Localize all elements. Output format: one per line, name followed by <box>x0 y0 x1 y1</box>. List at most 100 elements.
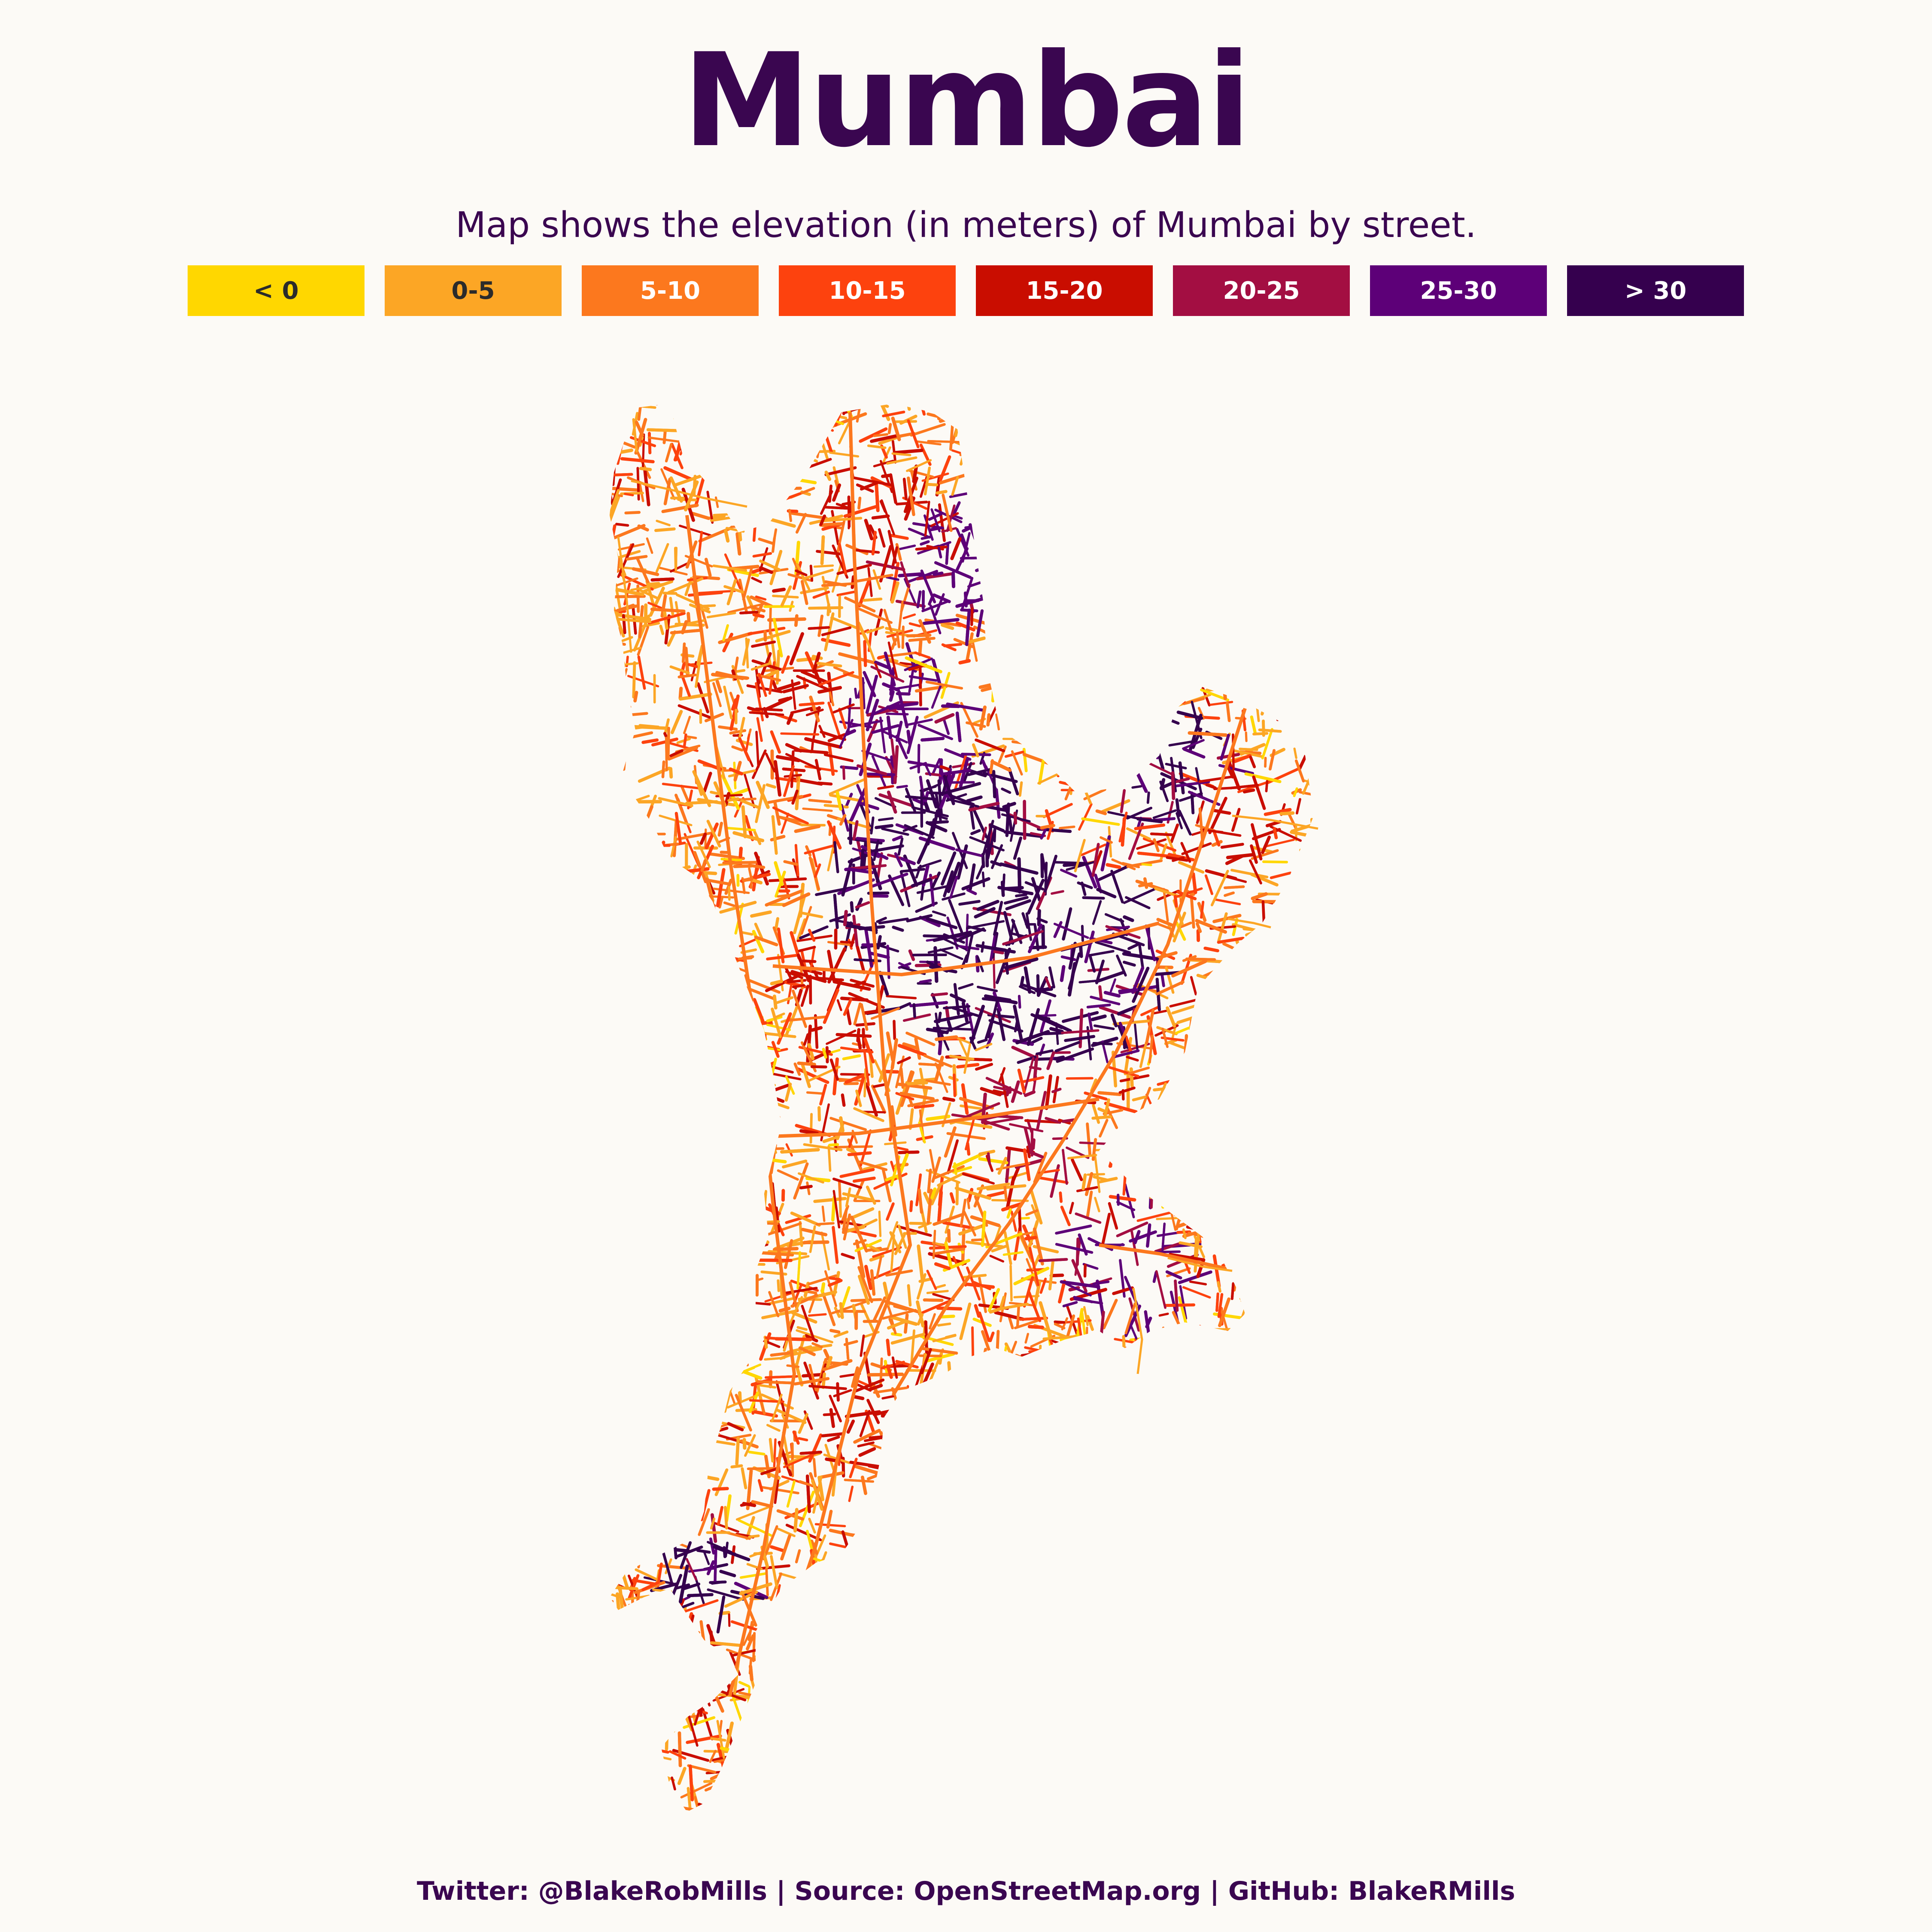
street-segment <box>1178 921 1192 929</box>
street-segment <box>1227 430 1231 450</box>
street-segment <box>1328 444 1330 477</box>
street-segment <box>977 1517 988 1555</box>
street-segment <box>1141 1443 1163 1453</box>
street-segment <box>690 662 713 666</box>
street-segment <box>889 1725 911 1733</box>
street-segment <box>624 805 637 840</box>
street-segment <box>620 457 655 464</box>
street-segment <box>1058 1467 1082 1476</box>
street-segment <box>753 1125 759 1139</box>
street-segment <box>1176 1066 1194 1073</box>
street-segment <box>1317 1466 1321 1475</box>
street-segment <box>1221 1230 1228 1242</box>
street-segment <box>1258 1518 1281 1528</box>
street-segment <box>1292 1012 1308 1050</box>
street-segment <box>1221 1537 1225 1562</box>
street-segment <box>696 1549 711 1554</box>
street-segment <box>704 1452 710 1463</box>
street-segment <box>691 1428 720 1436</box>
street-segment <box>978 680 1004 689</box>
street-segment <box>1143 625 1175 641</box>
street-segment <box>1239 1291 1261 1300</box>
street-segment <box>1118 465 1127 495</box>
street-segment <box>1224 995 1253 1006</box>
street-segment <box>730 1464 743 1469</box>
street-segment <box>1244 592 1250 606</box>
street-segment <box>683 410 688 427</box>
street-segment <box>805 1608 812 1630</box>
street-segment <box>848 1726 857 1748</box>
street-segment <box>1206 1416 1234 1419</box>
street-segment <box>714 470 754 474</box>
street-segment <box>641 938 647 957</box>
street-segment <box>923 1585 933 1609</box>
street-segment <box>974 413 990 418</box>
street-segment <box>1189 1439 1205 1447</box>
street-segment <box>1058 491 1065 528</box>
street-segment <box>983 1369 990 1386</box>
street-segment <box>1142 1375 1147 1390</box>
street-segment <box>1100 748 1117 786</box>
street-segment <box>1316 1389 1319 1419</box>
street-segment <box>1215 404 1231 427</box>
street-segment <box>1185 456 1197 482</box>
street-segment <box>931 758 941 775</box>
street-segment <box>1213 673 1227 677</box>
street-segment <box>1151 659 1161 687</box>
street-segment <box>985 1440 992 1462</box>
street-segment <box>718 1113 755 1125</box>
street-segment <box>939 1563 954 1568</box>
street-segment <box>617 782 632 819</box>
street-segment <box>1139 406 1154 413</box>
street-segment <box>1056 751 1062 774</box>
street-segment <box>1227 655 1250 664</box>
street-segment <box>814 1683 827 1688</box>
street-segment <box>963 1498 969 1532</box>
street-segment <box>626 973 641 978</box>
street-segment <box>678 1340 691 1344</box>
street-segment <box>1123 1434 1145 1438</box>
street-segment <box>777 428 782 439</box>
street-segment <box>950 1499 954 1539</box>
street-segment <box>1263 513 1269 529</box>
street-segment <box>1311 1676 1314 1685</box>
street-segment <box>794 844 799 877</box>
street-segment <box>712 990 720 1010</box>
street-segment <box>1033 1683 1055 1694</box>
street-segment <box>676 1454 687 1460</box>
street-segment <box>742 411 768 418</box>
street-segment <box>1111 1746 1115 1760</box>
street-segment <box>1124 1449 1155 1461</box>
street-segment <box>990 1627 1010 1634</box>
street-segment <box>690 1129 702 1134</box>
street-segment <box>907 1709 914 1739</box>
street-segment <box>945 1540 969 1549</box>
street-segment <box>680 1671 687 1683</box>
street-segment <box>962 1671 975 1710</box>
street-segment <box>1055 1402 1077 1409</box>
street-segment <box>702 1425 720 1434</box>
street-segment <box>1110 1689 1115 1712</box>
street-segment <box>1015 1354 1047 1370</box>
street-segment <box>1041 522 1051 558</box>
street-segment <box>1146 1559 1171 1564</box>
street-segment <box>1028 1350 1059 1355</box>
street-segment <box>1173 1552 1206 1561</box>
street-segment <box>792 1698 801 1732</box>
street-segment <box>1096 466 1102 497</box>
street-segment <box>1206 1446 1223 1451</box>
street-segment <box>914 1740 942 1749</box>
street-segment <box>745 449 762 452</box>
street-segment <box>920 1528 930 1552</box>
street-segment <box>1323 1095 1333 1122</box>
street-segment <box>1098 1748 1112 1753</box>
street-segment <box>1303 654 1309 674</box>
street-segment <box>1071 1470 1081 1506</box>
street-segment <box>885 627 902 633</box>
street-segment <box>1313 817 1314 829</box>
street-segment <box>951 1399 959 1419</box>
street-segment <box>718 632 753 644</box>
street-segment <box>1173 1533 1187 1564</box>
street-segment <box>648 1771 657 1792</box>
street-segment <box>605 1324 607 1339</box>
